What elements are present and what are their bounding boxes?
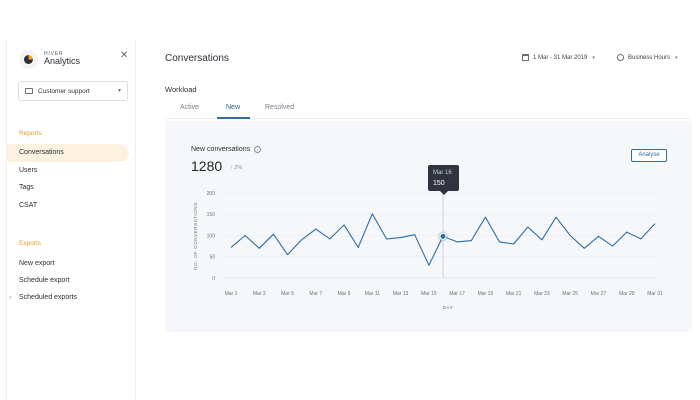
active-tab-indicator — [217, 117, 250, 119]
sidebar: HIVER Analytics ✕ Customer support ▾ Rep… — [6, 40, 136, 400]
exports-section-label: Exports — [19, 240, 42, 247]
sidebar-item-tags[interactable]: Tags — [19, 184, 34, 191]
reports-section-label: Reports — [19, 130, 42, 137]
card-title: New conversations i — [191, 146, 262, 153]
y-tick-label: 200 — [207, 191, 216, 197]
team-select[interactable]: Customer support ▾ — [18, 81, 128, 101]
chevron-right-icon[interactable]: › — [9, 295, 11, 301]
tab-resolved[interactable]: Resolved — [265, 104, 295, 111]
hours-value: Business Hours — [628, 54, 671, 61]
hours-select[interactable]: Business Hours ▾ — [617, 54, 678, 61]
active-nav-highlight — [7, 144, 129, 162]
inbox-icon — [25, 88, 33, 94]
x-tick-label: Mar 23 — [534, 291, 550, 297]
x-tick-label: Mar 29 — [619, 291, 635, 297]
sidebar-item-scheduled-exports[interactable]: Scheduled exports — [19, 294, 77, 301]
info-icon[interactable]: i — [254, 146, 262, 153]
date-range-picker[interactable]: 1 Mar - 31 Mar 2019 ▾ — [522, 54, 595, 61]
x-tick-label: Mar 17 — [449, 291, 465, 297]
hiver-logo-icon — [19, 50, 38, 69]
x-tick-label: Mar 3 — [253, 291, 266, 297]
tab-new[interactable]: New — [226, 104, 241, 111]
x-tick-label: Mar 27 — [591, 291, 607, 297]
page-title: Conversations — [165, 53, 229, 64]
x-tick-label: Mar 25 — [562, 291, 578, 297]
y-tick-label: 0 — [212, 276, 215, 282]
x-tick-label: Mar 11 — [365, 291, 380, 297]
y-tick-label: 100 — [207, 233, 216, 239]
y-tick-label: 150 — [207, 212, 216, 218]
chart-tooltip: Mar 16 150 — [428, 165, 459, 195]
card-title-text: New conversations — [191, 146, 251, 153]
tooltip-date: Mar 16 — [433, 170, 452, 176]
x-tick-label: Mar 13 — [393, 291, 409, 297]
delta-badge: ↑ 2% — [230, 165, 243, 171]
sidebar-item-conversations[interactable]: Conversations — [19, 149, 64, 156]
tab-active[interactable]: Active — [180, 104, 200, 111]
calendar-icon — [522, 54, 529, 61]
sidebar-item-schedule-export[interactable]: Schedule export — [19, 277, 70, 284]
x-axis-label: DAY — [443, 305, 454, 310]
close-icon[interactable]: ✕ — [120, 50, 129, 61]
chevron-down-icon: ▾ — [675, 54, 678, 61]
chevron-down-icon: ▾ — [117, 88, 121, 94]
x-tick-label: Mar 9 — [338, 291, 351, 297]
x-tick-label: Mar 5 — [281, 291, 294, 297]
x-tick-label: Mar 19 — [478, 291, 494, 297]
brand-small-text: HIVER — [44, 51, 64, 58]
x-tick-label: Mar 21 — [506, 291, 522, 297]
y-axis-label: NO. OF CONVERSATIONS — [193, 202, 198, 269]
analyse-button[interactable]: Analyse — [631, 149, 667, 162]
x-tick-label: Mar 15 — [421, 291, 437, 297]
y-tick-label: 50 — [209, 255, 215, 261]
chart-card — [165, 121, 692, 332]
x-tick-label: Mar 1 — [225, 291, 238, 297]
sidebar-item-new-export[interactable]: New export — [19, 260, 55, 267]
team-select-value: Customer support — [38, 87, 90, 95]
tooltip-value: 150 — [433, 180, 445, 187]
total-count: 1280 — [191, 158, 223, 174]
date-range-value: 1 Mar - 31 Mar 2019 — [533, 54, 588, 61]
brand: HIVER Analytics — [19, 50, 80, 69]
chevron-down-icon: ▾ — [592, 54, 595, 61]
clock-icon — [617, 54, 624, 61]
workload-heading: Workload — [165, 85, 197, 94]
sidebar-item-users[interactable]: Users — [19, 167, 38, 174]
x-tick-label: Mar 7 — [309, 291, 322, 297]
x-tick-label: Mar 31 — [647, 291, 663, 297]
highlight-point — [439, 232, 447, 240]
brand-title: Analytics — [44, 56, 81, 67]
sidebar-item-csat[interactable]: CSAT — [19, 202, 38, 209]
tab-divider — [165, 118, 690, 119]
